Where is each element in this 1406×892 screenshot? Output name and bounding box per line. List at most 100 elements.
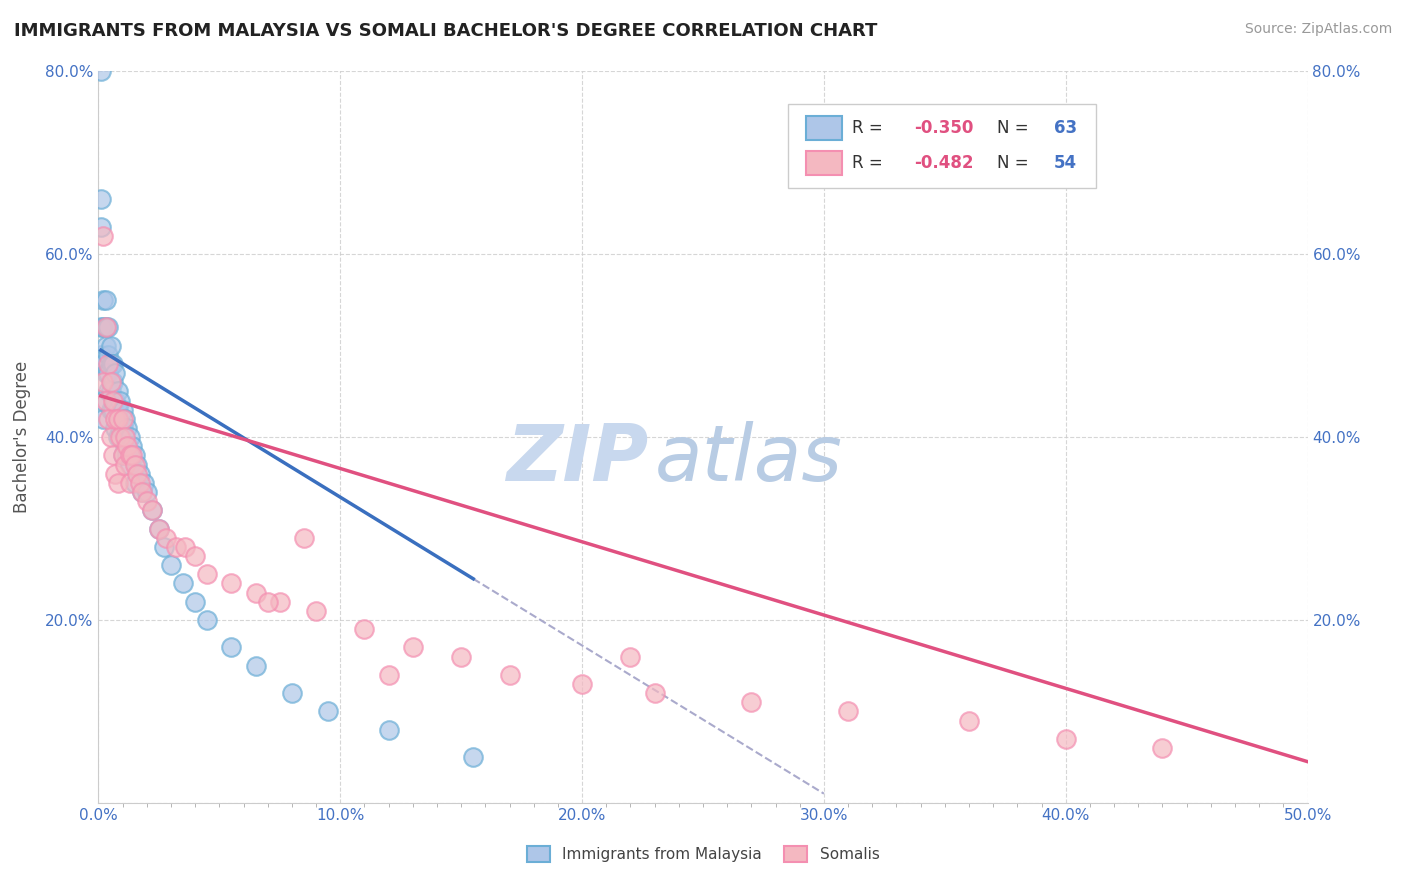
Point xyxy=(740,695,762,709)
Point xyxy=(97,348,120,362)
Point xyxy=(118,458,141,472)
Point xyxy=(131,485,153,500)
Legend: Immigrants from Malaysia, Somalis: Immigrants from Malaysia, Somalis xyxy=(520,840,886,868)
Point xyxy=(91,375,114,389)
Point xyxy=(117,439,139,453)
Point xyxy=(101,375,124,389)
Point xyxy=(100,338,122,352)
Point xyxy=(305,604,328,618)
Point xyxy=(114,430,136,444)
FancyBboxPatch shape xyxy=(806,116,842,140)
Text: -0.350: -0.350 xyxy=(915,119,974,136)
Point xyxy=(101,402,124,417)
Point xyxy=(134,475,156,490)
Y-axis label: Bachelor's Degree: Bachelor's Degree xyxy=(13,361,31,513)
Point xyxy=(127,467,149,481)
Point xyxy=(124,475,146,490)
Point xyxy=(316,705,339,719)
Point xyxy=(91,393,114,408)
Point xyxy=(195,567,218,582)
Point xyxy=(97,320,120,334)
Text: IMMIGRANTS FROM MALAYSIA VS SOMALI BACHELOR'S DEGREE CORRELATION CHART: IMMIGRANTS FROM MALAYSIA VS SOMALI BACHE… xyxy=(14,22,877,40)
Point xyxy=(124,458,146,472)
Point xyxy=(90,64,112,78)
Point xyxy=(91,412,114,426)
Point xyxy=(184,594,207,608)
Point xyxy=(91,357,114,371)
Point xyxy=(107,384,129,399)
Point xyxy=(108,393,131,408)
Text: R =: R = xyxy=(852,153,887,172)
Point xyxy=(245,585,267,599)
Point xyxy=(114,458,136,472)
Point xyxy=(221,640,243,655)
Text: N =: N = xyxy=(997,119,1033,136)
Point xyxy=(90,219,112,234)
Point xyxy=(174,540,197,554)
Point xyxy=(118,475,141,490)
Point xyxy=(148,521,170,535)
Point xyxy=(104,412,127,426)
Point xyxy=(94,338,117,352)
Point xyxy=(90,192,112,206)
Point xyxy=(837,705,859,719)
Point xyxy=(108,421,131,435)
Point xyxy=(128,475,150,490)
Point xyxy=(117,421,139,435)
Point xyxy=(114,412,136,426)
Point xyxy=(97,366,120,380)
Point xyxy=(100,430,122,444)
Point xyxy=(184,549,207,563)
Point xyxy=(256,594,278,608)
Point xyxy=(118,448,141,462)
Point xyxy=(165,540,187,554)
Text: -0.482: -0.482 xyxy=(915,153,974,172)
Point xyxy=(124,448,146,462)
Point xyxy=(91,293,114,307)
Text: 54: 54 xyxy=(1053,153,1077,172)
Point xyxy=(104,366,127,380)
Point xyxy=(172,576,194,591)
Point xyxy=(100,357,122,371)
Point xyxy=(101,448,124,462)
Point xyxy=(957,714,980,728)
Point xyxy=(141,503,163,517)
Point xyxy=(111,412,134,426)
Point xyxy=(195,613,218,627)
Point xyxy=(281,686,304,700)
Point xyxy=(91,320,114,334)
Point xyxy=(97,412,120,426)
Point xyxy=(90,348,112,362)
Point xyxy=(269,594,291,608)
Point xyxy=(644,686,666,700)
Point xyxy=(121,448,143,462)
Point xyxy=(97,357,120,371)
Point xyxy=(90,320,112,334)
Text: R =: R = xyxy=(852,119,887,136)
Point xyxy=(498,667,520,681)
Point xyxy=(118,430,141,444)
Point xyxy=(111,421,134,435)
Point xyxy=(114,439,136,453)
Point xyxy=(107,402,129,417)
Point xyxy=(97,384,120,399)
Point xyxy=(619,649,641,664)
Point xyxy=(107,475,129,490)
Text: ZIP: ZIP xyxy=(506,421,648,497)
FancyBboxPatch shape xyxy=(806,151,842,175)
Point xyxy=(121,439,143,453)
Text: N =: N = xyxy=(997,153,1033,172)
Point xyxy=(131,485,153,500)
Point xyxy=(353,622,375,636)
Point xyxy=(377,667,399,681)
Point xyxy=(148,521,170,535)
Point xyxy=(292,531,315,545)
Point xyxy=(155,531,177,545)
Point xyxy=(377,723,399,737)
Point xyxy=(104,393,127,408)
Point xyxy=(108,430,131,444)
Point xyxy=(127,458,149,472)
Point xyxy=(100,402,122,417)
Point xyxy=(101,393,124,408)
Point xyxy=(1152,740,1174,755)
